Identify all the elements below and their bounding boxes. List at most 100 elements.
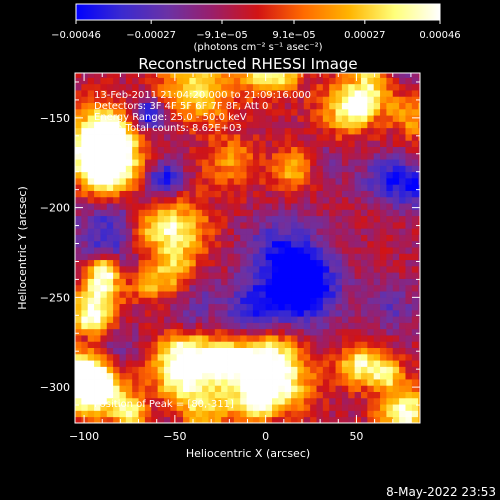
- heatmap-cell: [386, 253, 394, 261]
- heatmap-cell: [176, 272, 184, 279]
- heatmap-cell: [284, 265, 292, 273]
- heatmap-cell: [367, 353, 375, 361]
- heatmap-cell: [399, 102, 406, 110]
- heatmap-cell: [272, 184, 279, 191]
- heatmap-cell: [119, 73, 127, 78]
- heatmap-cell: [125, 240, 133, 248]
- heatmap-cell: [170, 90, 178, 97]
- heatmap-cell: [113, 240, 120, 248]
- heatmap-cell: [113, 291, 120, 298]
- heatmap-cell: [240, 372, 247, 380]
- heatmap-cell: [316, 366, 324, 374]
- heatmap-cell: [399, 265, 406, 273]
- heatmap-cell: [113, 247, 120, 254]
- heatmap-cell: [399, 391, 406, 399]
- heatmap-cell: [418, 366, 420, 374]
- heatmap-cell: [246, 190, 254, 198]
- heatmap-cell: [367, 385, 375, 392]
- heatmap-cell: [373, 77, 381, 85]
- heatmap-cell: [189, 379, 197, 386]
- heatmap-cell: [81, 278, 89, 286]
- heatmap-cell: [94, 171, 101, 179]
- heatmap-cell: [144, 341, 152, 349]
- heatmap-cell: [329, 190, 336, 198]
- heatmap-cell: [418, 284, 420, 292]
- heatmap-cell: [399, 184, 406, 191]
- heatmap-cell: [176, 134, 184, 141]
- heatmap-cell: [240, 108, 247, 116]
- heatmap-cell: [380, 228, 387, 235]
- heatmap-cell: [163, 259, 171, 267]
- heatmap-cell: [265, 360, 273, 367]
- heatmap-cell: [202, 115, 209, 122]
- heatmap-cell: [132, 303, 139, 311]
- heatmap-cell: [195, 96, 203, 104]
- heatmap-cell: [151, 253, 159, 261]
- heatmap-cell: [138, 328, 146, 336]
- heatmap-cell: [138, 410, 146, 418]
- heatmap-cell: [240, 159, 247, 166]
- heatmap-cell: [119, 265, 127, 273]
- heatmap-cell: [233, 297, 241, 305]
- heatmap-cell: [246, 83, 254, 91]
- heatmap-cell: [132, 372, 139, 380]
- heatmap-cell: [208, 353, 216, 361]
- heatmap-cell: [316, 328, 324, 336]
- heatmap-cell: [348, 265, 356, 273]
- heatmap-cell: [195, 335, 203, 342]
- heatmap-cell: [411, 83, 419, 91]
- heatmap-cell: [348, 309, 356, 317]
- heatmap-cell: [125, 265, 133, 273]
- heatmap-cell: [202, 165, 209, 173]
- heatmap-cell: [106, 397, 114, 405]
- heatmap-cell: [265, 278, 273, 286]
- heatmap-cell: [380, 171, 387, 179]
- heatmap-cell: [341, 335, 349, 342]
- heatmap-cell: [163, 404, 171, 411]
- heatmap-cell: [252, 90, 260, 97]
- heatmap-cell: [214, 353, 222, 361]
- heatmap-cell: [303, 221, 311, 229]
- heatmap-cell: [380, 328, 387, 336]
- heatmap-cell: [132, 360, 139, 367]
- heatmap-cell: [405, 165, 413, 173]
- heatmap-cell: [310, 328, 317, 336]
- heatmap-cell: [259, 272, 267, 279]
- heatmap-cell: [310, 240, 317, 248]
- heatmap-cell: [373, 121, 381, 129]
- heatmap-cell: [94, 297, 101, 305]
- heatmap-cell: [176, 96, 184, 104]
- heatmap-cell: [119, 108, 127, 116]
- heatmap-cell: [411, 77, 419, 85]
- heatmap-cell: [399, 385, 406, 392]
- heatmap-cell: [405, 322, 413, 330]
- heatmap-cell: [208, 152, 216, 160]
- heatmap-cell: [138, 203, 146, 210]
- heatmap-cell: [259, 353, 267, 361]
- heatmap-cell: [259, 121, 267, 129]
- heatmap-cell: [246, 322, 254, 330]
- heatmap-cell: [411, 134, 419, 141]
- heatmap-cell: [170, 322, 178, 330]
- heatmap-cell: [291, 228, 298, 235]
- heatmap-cell: [125, 121, 133, 129]
- heatmap-cell: [303, 190, 311, 198]
- heatmap-cell: [176, 366, 184, 374]
- heatmap-cell: [144, 121, 152, 129]
- heatmap-cell: [316, 228, 324, 235]
- heatmap-cell: [303, 385, 311, 392]
- heatmap-cell: [106, 309, 114, 317]
- heatmap-cell: [310, 171, 317, 179]
- heatmap-cell: [214, 278, 222, 286]
- heatmap-cell: [386, 404, 394, 411]
- heatmap-cell: [195, 316, 203, 323]
- heatmap-cell: [240, 259, 247, 267]
- heatmap-cell: [252, 209, 260, 217]
- heatmap-cell: [151, 83, 159, 91]
- heatmap-cell: [246, 228, 254, 235]
- heatmap-cell: [335, 303, 343, 311]
- heatmap-cell: [310, 347, 317, 355]
- heatmap-cell: [189, 140, 197, 147]
- heatmap-cell: [284, 215, 292, 223]
- heatmap-cell: [214, 265, 222, 273]
